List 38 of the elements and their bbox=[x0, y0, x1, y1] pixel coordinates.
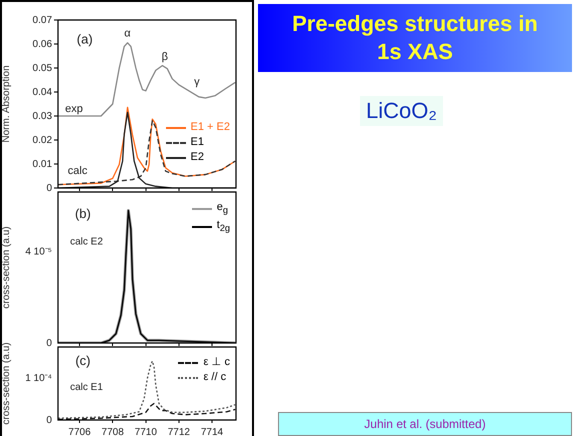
y-tick-label: 0.01 bbox=[32, 158, 52, 170]
x-tick-label: 7706 bbox=[68, 426, 92, 436]
annotation: calc bbox=[68, 165, 88, 178]
y-tick-label: 0.04 bbox=[32, 86, 52, 98]
y-tick-label: 0.02 bbox=[32, 134, 52, 146]
legend-label: e$_{g}$ bbox=[216, 200, 228, 218]
annotation: (a) bbox=[76, 32, 93, 47]
y-tick-label: 0 bbox=[46, 182, 52, 194]
y-tick-label: 0.03 bbox=[32, 110, 52, 122]
annotation: (b) bbox=[74, 206, 91, 222]
annotation: (c) bbox=[75, 353, 91, 368]
text: Pre-edges structures in 1s XAS bbox=[258, 4, 572, 72]
annotation: exp bbox=[65, 103, 83, 116]
x-tick-label: 7714 bbox=[200, 426, 224, 436]
legend-label: ε ⊥ c bbox=[203, 355, 230, 370]
x-tick-label: 7710 bbox=[134, 426, 158, 436]
x-tick-label: 7708 bbox=[102, 426, 124, 436]
legend-label: E1 + E2 bbox=[190, 120, 230, 135]
text: LiCoO₂ bbox=[360, 96, 443, 126]
legend-label: E1 bbox=[190, 135, 204, 150]
text: 1 10⁻⁴ bbox=[25, 372, 52, 384]
legend-label: ε // c bbox=[203, 370, 226, 385]
annotation: calc E2 bbox=[70, 236, 104, 248]
annotation: β bbox=[162, 50, 168, 63]
annotation: α bbox=[124, 27, 132, 40]
y-axis-title: cross-section (a.u) bbox=[0, 226, 12, 309]
y-axis-title: Norm. Absorption bbox=[0, 65, 12, 143]
text: Juhin et al. (submitted) bbox=[278, 412, 572, 436]
y-axis-title: cross-section (a.u) bbox=[0, 342, 12, 425]
x-tick-label: 7712 bbox=[168, 426, 190, 436]
legend-label: t$_{2g}$ bbox=[216, 218, 230, 236]
annotation: calc E1 bbox=[70, 382, 104, 393]
y-tick-label: 0.06 bbox=[32, 38, 52, 50]
text: 4 10⁻⁵ bbox=[25, 246, 52, 258]
annotation: γ bbox=[194, 76, 200, 88]
legend-label: E2 bbox=[190, 150, 204, 165]
y-tick-label: 0.05 bbox=[32, 62, 52, 74]
y-tick-label: 0.07 bbox=[32, 14, 52, 26]
